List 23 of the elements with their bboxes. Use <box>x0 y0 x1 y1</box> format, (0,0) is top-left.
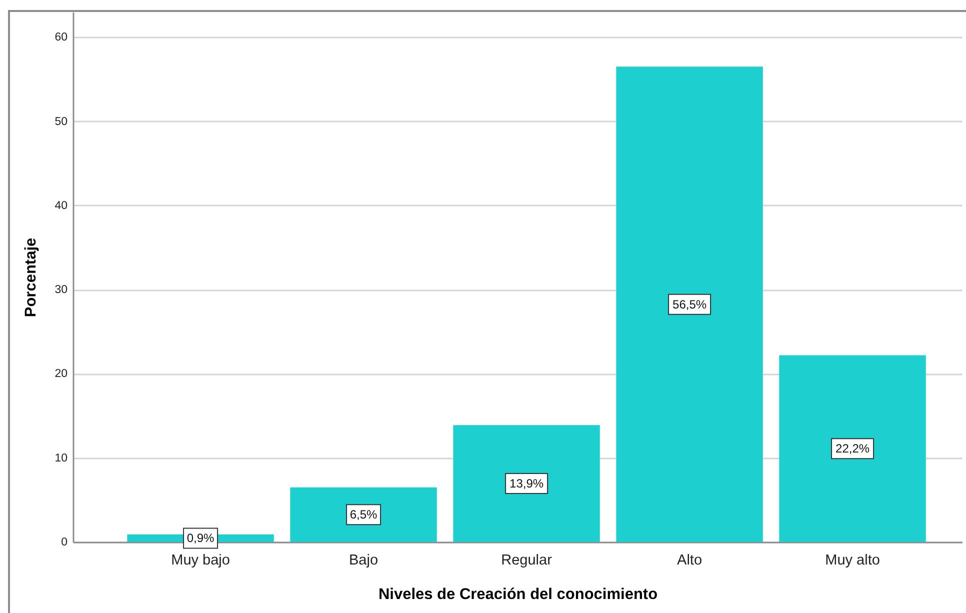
y-tick-label: 30 <box>54 284 68 296</box>
y-tick-label: 50 <box>54 116 68 128</box>
y-tick-label: 20 <box>54 368 68 380</box>
data-label: 6,5% <box>350 508 378 522</box>
x-axis-title: Niveles de Creación del conocimiento <box>378 586 658 603</box>
y-tick-label: 40 <box>54 200 68 212</box>
x-tick-label: Muy bajo <box>171 552 230 568</box>
y-tick-label: 10 <box>54 452 68 464</box>
data-label: 22,2% <box>836 442 870 456</box>
y-tick-label: 0 <box>61 536 68 548</box>
data-label: 56,5% <box>672 297 707 312</box>
x-tick-label: Regular <box>501 552 552 568</box>
x-tick-label: Bajo <box>349 552 378 568</box>
bar <box>779 355 926 542</box>
x-tick-label: Muy alto <box>825 552 880 568</box>
data-label: 0,9% <box>186 531 215 546</box>
bar <box>616 66 763 542</box>
bar <box>290 487 437 542</box>
bar <box>453 425 600 542</box>
y-tick-label: 60 <box>54 32 68 44</box>
y-axis-title: Porcentaje <box>22 237 40 318</box>
x-tick-label: Alto <box>677 552 702 568</box>
data-label: 13,9% <box>510 476 544 491</box>
